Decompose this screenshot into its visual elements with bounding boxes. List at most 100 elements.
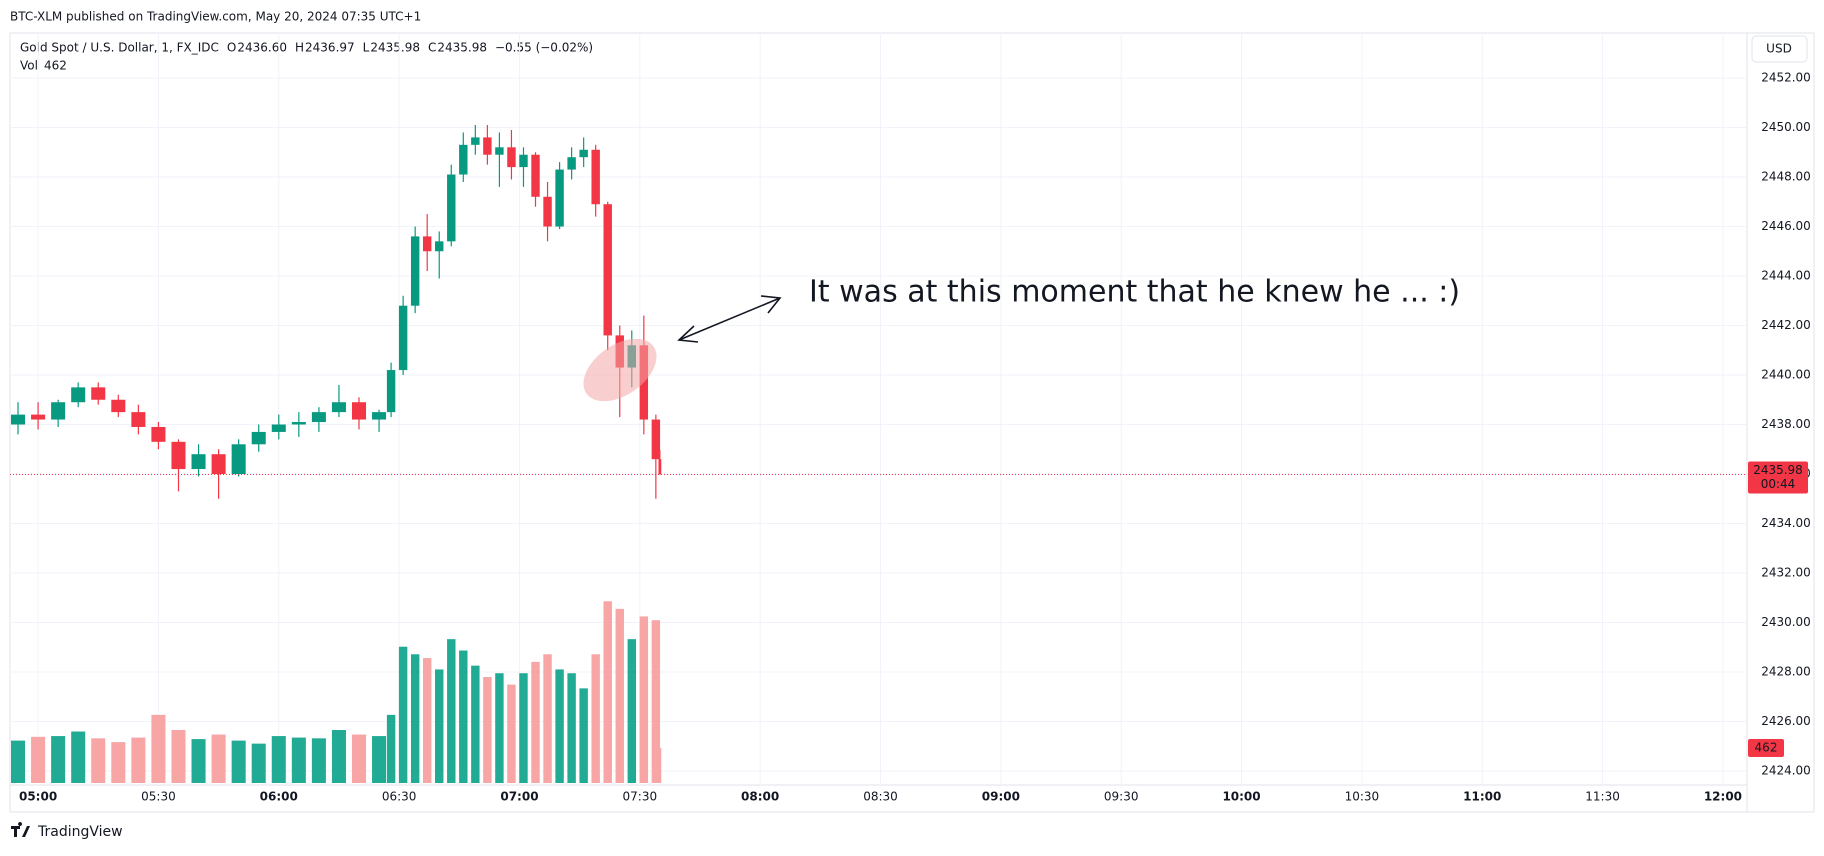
- volume-bar: [483, 677, 492, 783]
- candle-body: [51, 402, 66, 420]
- candle-body: [386, 370, 396, 413]
- candle-body: [372, 412, 387, 420]
- volume-bar: [251, 743, 266, 783]
- candle-body: [435, 241, 444, 252]
- volume-bar: [291, 737, 306, 783]
- volume-bar: [447, 639, 456, 783]
- volume-bar: [131, 737, 146, 783]
- candle-body: [251, 431, 266, 445]
- volume-bar: [151, 714, 166, 783]
- volume-bar: [519, 673, 528, 783]
- volume-bar: [658, 748, 662, 783]
- x-tick-label: 11:00: [1463, 790, 1501, 804]
- highlight-ellipse: [583, 338, 657, 402]
- x-tick-label: 10:00: [1222, 790, 1260, 804]
- y-tick-label: 2434.00: [1761, 516, 1811, 530]
- candle-body: [651, 419, 661, 460]
- price-badge: [1748, 461, 1808, 494]
- candle-body: [171, 441, 186, 470]
- candle-body: [543, 196, 552, 227]
- x-tick-label: 09:30: [1104, 790, 1139, 804]
- candle-body: [91, 387, 106, 400]
- annotation: It was at this moment that he knew he ..…: [809, 275, 1460, 310]
- volume-badge: [1748, 739, 1784, 758]
- y-tick-label: 2452.00: [1761, 71, 1811, 85]
- volume-bar: [11, 740, 26, 783]
- annotation-arrow: [677, 295, 782, 343]
- legend-h-label: H: [295, 41, 304, 55]
- candle-body: [507, 147, 516, 168]
- x-tick-label: 08:00: [741, 790, 779, 804]
- volume-bar: [311, 738, 326, 783]
- volume-bar: [435, 669, 444, 783]
- y-tick-label: 2424.00: [1761, 764, 1811, 778]
- legend-o-label: O: [227, 41, 236, 55]
- legend-c-label: C: [428, 41, 436, 55]
- plot: [10, 33, 1747, 785]
- volume-bar: [211, 734, 226, 783]
- legend-open: 2436.60: [237, 41, 287, 55]
- x-tick-label: 11:30: [1585, 790, 1620, 804]
- volume-bar: [639, 616, 649, 783]
- candle-body: [131, 412, 146, 427]
- candle-body: [11, 414, 26, 425]
- volume-bar: [398, 646, 408, 783]
- currency-label[interactable]: USD: [1766, 42, 1792, 56]
- volume-bar: [555, 669, 564, 783]
- legend-symbol: Gold Spot / U.S. Dollar, 1, FX_IDC: [20, 41, 219, 55]
- volume-bar: [615, 608, 624, 783]
- y-tick-label: 2426.00: [1761, 714, 1811, 728]
- candle-body: [31, 414, 46, 420]
- candle-body: [639, 345, 649, 420]
- volume-bar: [531, 661, 540, 783]
- price-badge-value: 2435.98: [1753, 463, 1803, 477]
- x-tick-label: 05:30: [141, 790, 176, 804]
- candle-body: [567, 157, 576, 170]
- volume-bar: [543, 654, 552, 783]
- y-tick-label: 2428.00: [1761, 665, 1811, 679]
- currency-button[interactable]: [1751, 35, 1808, 63]
- y-tick-label: 2446.00: [1761, 219, 1811, 233]
- volume-bar: [591, 654, 600, 783]
- x-tick-label: 08:30: [863, 790, 898, 804]
- volume-bar: [386, 714, 396, 783]
- volume-bar: [459, 650, 468, 783]
- volume-bar: [31, 736, 46, 783]
- candle-body: [71, 387, 86, 403]
- candle-body: [459, 144, 468, 175]
- candle-body: [111, 399, 126, 413]
- x-tick-label: 10:30: [1345, 790, 1380, 804]
- candle-body: [191, 454, 206, 470]
- volume-bar: [567, 673, 576, 783]
- volume-bar: [111, 742, 126, 783]
- volume-bar: [91, 738, 106, 783]
- volume-bar: [51, 736, 66, 783]
- candle-body: [603, 204, 612, 336]
- candle-body: [311, 412, 326, 423]
- footer-logo: [11, 822, 30, 837]
- candle-body: [483, 137, 492, 155]
- x-tick-label: 05:00: [19, 790, 57, 804]
- legend-low: 2435.98: [370, 41, 420, 55]
- volume-bar: [627, 639, 637, 783]
- legend-close: 2435.98: [437, 41, 487, 55]
- candle-body: [447, 174, 456, 242]
- volume-bar: [495, 673, 504, 783]
- volume-bar: [507, 684, 516, 783]
- volume-bar: [410, 654, 420, 783]
- legend-vol-label: Vol: [20, 59, 38, 73]
- candle-body: [151, 426, 166, 442]
- y-tick-label: 2440.00: [1761, 368, 1811, 382]
- y-tick-label: 2450.00: [1761, 120, 1811, 134]
- volume-bar: [579, 688, 588, 783]
- volume-bar: [471, 665, 480, 783]
- price-badge-countdown: 00:44: [1761, 477, 1796, 491]
- candle-body: [410, 236, 420, 306]
- candle-body: [271, 424, 286, 432]
- candle-body: [495, 147, 504, 155]
- volume-bar: [271, 736, 286, 783]
- volume-bar: [191, 739, 206, 783]
- volume-bar: [231, 740, 246, 783]
- volume-bar: [372, 736, 387, 783]
- volume-bar: [171, 730, 186, 783]
